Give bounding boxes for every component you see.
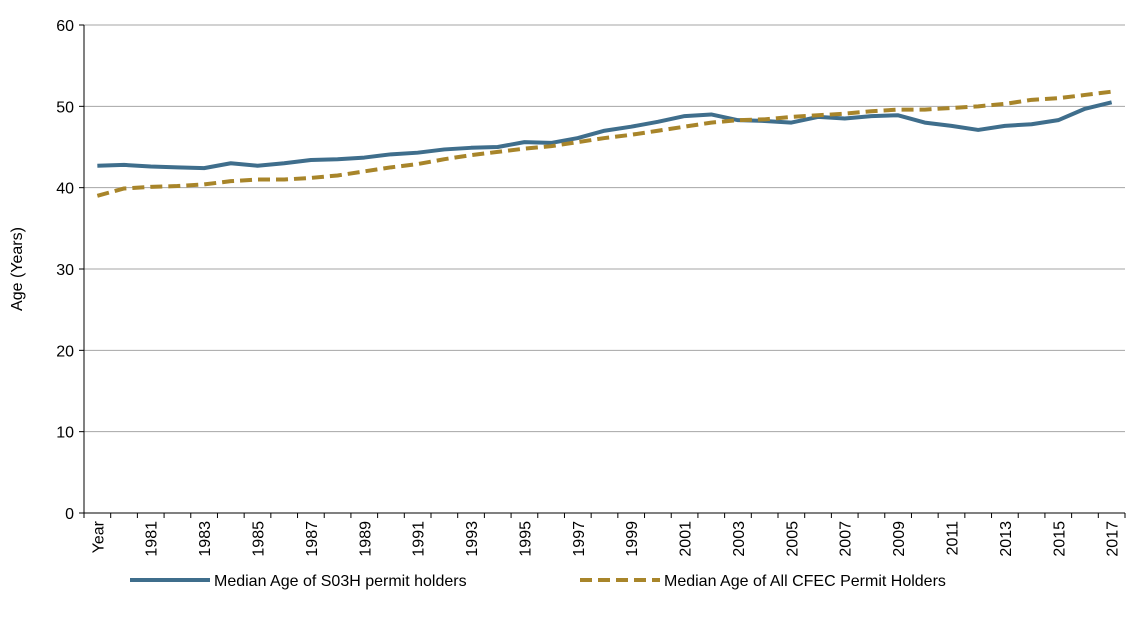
y-axis-label: Age (Years) [9, 227, 26, 311]
x-tick-label: 2015 [1051, 521, 1068, 557]
x-tick-label: 2013 [998, 521, 1015, 557]
x-tick-label: 1997 [571, 521, 588, 557]
y-tick-label: 50 [56, 99, 74, 116]
x-tick-label: 1987 [304, 521, 321, 557]
x-tick-label: 1989 [357, 521, 374, 557]
x-tick-label: 1985 [251, 521, 268, 557]
x-tick-label: 1983 [197, 521, 214, 557]
y-tick-label: 10 [56, 425, 74, 442]
series-line [97, 100, 1113, 171]
x-tick-label: 2007 [838, 521, 855, 557]
legend-label: Median Age of S03H permit holders [214, 573, 467, 590]
x-tick-label: 1995 [517, 521, 534, 557]
y-tick-label: 30 [56, 262, 74, 279]
x-tick-label: 1999 [624, 521, 641, 557]
x-tick-label: 2009 [891, 521, 908, 557]
legend-label: Median Age of All CFEC Permit Holders [664, 573, 946, 590]
y-tick-label: 20 [56, 343, 74, 360]
x-tick-label: 2001 [678, 521, 695, 557]
x-tick-label: 2017 [1105, 521, 1122, 557]
x-tick-label: 1991 [411, 521, 428, 557]
x-tick-label: 1981 [144, 521, 161, 557]
series-line [96, 89, 1112, 198]
x-tick-label: 2003 [731, 521, 748, 557]
x-tick-label: 1993 [464, 521, 481, 557]
x-tick-label: 2005 [784, 521, 801, 557]
y-tick-label: 60 [56, 18, 74, 35]
x-tick-label: Year [90, 520, 107, 553]
y-tick-label: 0 [65, 506, 74, 523]
x-tick-label: 2011 [945, 521, 962, 556]
y-tick-label: 40 [56, 181, 74, 198]
